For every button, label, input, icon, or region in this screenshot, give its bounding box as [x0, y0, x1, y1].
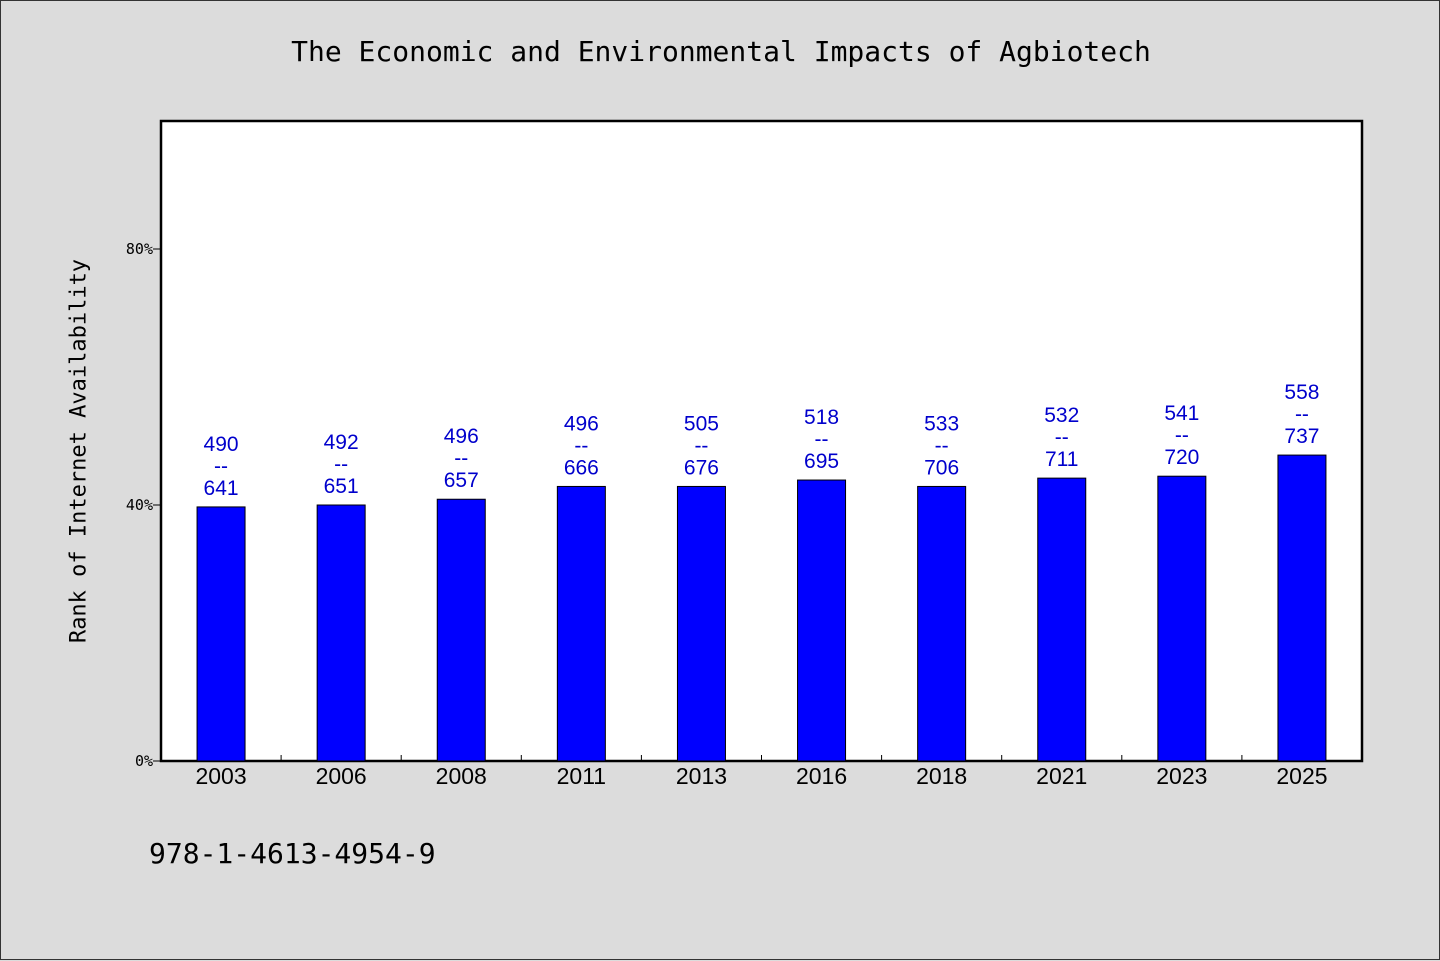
data-label: 720 [1164, 446, 1199, 469]
x-tick-label: 2013 [676, 763, 727, 789]
data-label: 541 [1164, 402, 1199, 425]
data-label: -- [935, 434, 949, 457]
data-label: -- [1175, 424, 1189, 447]
data-label: 518 [804, 406, 839, 429]
data-label: 496 [444, 425, 479, 448]
bar [797, 479, 847, 762]
data-label: 505 [684, 412, 719, 435]
x-tick-label: 2025 [1276, 763, 1327, 789]
x-tick-label: 2018 [916, 763, 967, 789]
data-label: 706 [924, 456, 959, 479]
x-tick-label: 2021 [1036, 763, 1087, 789]
x-tick-label: 2008 [436, 763, 487, 789]
bar [1157, 475, 1207, 762]
x-tick-label: 2016 [796, 763, 847, 789]
x-tick-label: 2003 [195, 763, 246, 789]
data-label: 490 [204, 433, 239, 456]
data-label: 532 [1044, 404, 1079, 427]
data-label: 533 [924, 412, 959, 435]
bar [1277, 454, 1327, 762]
data-label: -- [454, 447, 468, 470]
data-label: -- [334, 453, 348, 476]
data-label: -- [574, 434, 588, 457]
x-tick-label: 2023 [1156, 763, 1207, 789]
bar [196, 506, 246, 762]
bar [917, 485, 967, 762]
data-label: -- [815, 428, 829, 451]
y-tick-label: 40% [126, 496, 153, 514]
data-label: -- [1295, 403, 1309, 426]
data-label: 496 [564, 412, 599, 435]
data-label: 492 [324, 431, 359, 454]
data-label: -- [214, 455, 228, 478]
bar [316, 504, 366, 762]
data-label: 666 [564, 456, 599, 479]
data-label: 711 [1045, 448, 1078, 471]
data-label: -- [694, 434, 708, 457]
chart-title: The Economic and Environmental Impacts o… [291, 35, 1151, 68]
footer-code: 978-1-4613-4954-9 [149, 837, 436, 870]
y-tick-label: 80% [126, 240, 153, 258]
data-label: 695 [804, 450, 839, 473]
data-label: 657 [444, 469, 479, 492]
bar [556, 485, 606, 762]
data-label: 651 [324, 475, 359, 498]
bar [676, 485, 726, 762]
bar [1037, 477, 1087, 762]
data-label: 558 [1284, 381, 1319, 404]
x-tick-label: 2006 [316, 763, 367, 789]
y-tick-label: 0% [135, 752, 153, 770]
data-label: 676 [684, 456, 719, 479]
bar [436, 498, 486, 762]
x-tick-label: 2011 [557, 763, 606, 789]
data-label: 641 [204, 477, 239, 500]
data-label: 737 [1284, 425, 1319, 448]
data-label: -- [1055, 426, 1069, 449]
